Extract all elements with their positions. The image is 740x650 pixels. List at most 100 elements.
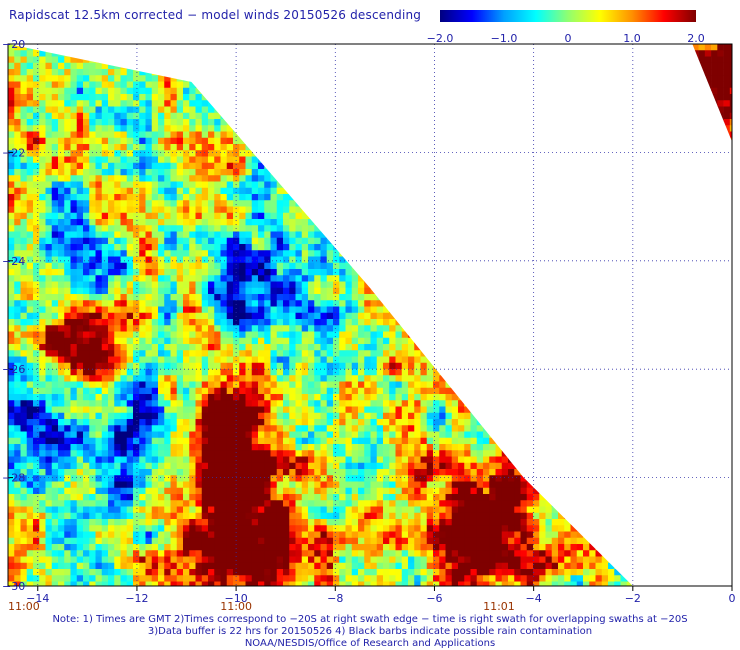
wind-diff-cell (139, 381, 146, 389)
wind-diff-cell (139, 362, 146, 370)
wind-diff-cell (58, 319, 65, 326)
wind-diff-cell (358, 581, 365, 586)
wind-diff-cell (251, 294, 259, 301)
wind-diff-cell (20, 375, 28, 382)
wind-diff-cell (126, 225, 134, 232)
wind-diff-cell (145, 462, 153, 470)
wind-diff-cell (289, 56, 296, 64)
wind-diff-cell (364, 119, 371, 126)
wind-diff-cell (326, 431, 334, 439)
wind-diff-cell (145, 250, 153, 257)
wind-diff-cell (283, 231, 290, 239)
wind-diff-cell (220, 262, 228, 270)
wind-diff-cell (158, 450, 165, 457)
wind-diff-cell (320, 262, 328, 270)
wind-diff-cell (151, 419, 159, 426)
wind-diff-cell (151, 100, 159, 107)
wind-diff-cell (301, 187, 309, 195)
wind-diff-cell (101, 519, 109, 526)
wind-diff-cell (101, 375, 109, 382)
wind-diff-cell (264, 125, 271, 132)
wind-diff-cell (120, 250, 128, 257)
wind-diff-cell (208, 344, 215, 351)
wind-diff-cell (64, 75, 71, 82)
wind-diff-cell (276, 131, 284, 139)
wind-diff-cell (151, 281, 159, 289)
wind-diff-cell (320, 356, 328, 364)
wind-diff-cell (126, 262, 134, 270)
wind-diff-cell (58, 87, 65, 95)
wind-diff-cell (58, 581, 65, 586)
wind-diff-cell (289, 375, 296, 382)
wind-diff-cell (276, 56, 284, 64)
wind-diff-cell (164, 331, 171, 339)
wind-diff-cell (95, 244, 103, 251)
wind-diff-cell (108, 381, 115, 389)
wind-diff-cell (208, 350, 215, 357)
wind-diff-cell (101, 437, 109, 445)
wind-diff-cell (351, 312, 359, 320)
wind-diff-cell (314, 437, 321, 445)
wind-diff-cell (158, 150, 165, 157)
wind-diff-cell (120, 44, 128, 51)
wind-diff-cell (245, 262, 253, 270)
wind-diff-cell (276, 362, 284, 370)
wind-diff-cell (83, 100, 90, 107)
wind-diff-cell (201, 425, 209, 432)
wind-diff-cell (226, 300, 234, 307)
wind-diff-cell (126, 62, 134, 70)
wind-diff-cell (145, 450, 153, 457)
wind-diff-cell (170, 94, 178, 101)
wind-diff-cell (158, 294, 165, 301)
wind-diff-cell (70, 444, 78, 451)
wind-diff-cell (176, 494, 184, 501)
wind-diff-cell (164, 225, 171, 232)
wind-diff-cell (39, 575, 46, 582)
wind-diff-cell (201, 156, 209, 164)
wind-diff-cell (51, 137, 59, 145)
wind-diff-cell (151, 506, 159, 514)
wind-diff-cell (320, 325, 328, 332)
wind-diff-cell (45, 525, 53, 532)
wind-diff-cell (101, 50, 109, 57)
wind-diff-cell (145, 531, 153, 539)
wind-diff-cell (176, 506, 184, 514)
wind-diff-cell (245, 375, 253, 382)
wind-diff-cell (233, 256, 240, 264)
wind-diff-cell (233, 156, 240, 164)
wind-diff-cell (239, 550, 246, 557)
wind-diff-cell (301, 375, 309, 382)
wind-diff-cell (164, 319, 171, 326)
wind-diff-cell (158, 275, 165, 282)
wind-diff-cell (120, 237, 128, 245)
wind-diff-cell (33, 519, 40, 526)
wind-diff-cell (89, 331, 96, 339)
wind-diff-cell (333, 462, 340, 470)
wind-diff-cell (308, 287, 315, 295)
wind-diff-cell (114, 494, 121, 501)
wind-diff-cell (70, 119, 78, 126)
wind-diff-cell (276, 119, 284, 126)
wind-diff-cell (226, 56, 234, 64)
wind-diff-cell (339, 225, 346, 232)
wind-diff-cell (164, 519, 171, 526)
wind-diff-cell (164, 287, 171, 295)
wind-diff-cell (289, 169, 296, 176)
wind-diff-cell (126, 256, 134, 264)
wind-diff-cell (226, 437, 234, 445)
wind-diff-cell (101, 394, 109, 401)
wind-diff-cell (101, 531, 109, 539)
wind-diff-cell (8, 237, 15, 245)
wind-diff-cell (114, 294, 121, 301)
wind-diff-cell (301, 56, 309, 64)
wind-diff-cell (339, 325, 346, 332)
wind-diff-cell (195, 119, 203, 126)
wind-diff-cell (183, 562, 190, 570)
wind-diff-cell (245, 231, 253, 239)
wind-diff-cell (83, 500, 90, 507)
wind-diff-cell (301, 256, 309, 264)
wind-diff-cell (289, 337, 296, 345)
wind-diff-cell (164, 412, 171, 420)
wind-diff-cell (333, 50, 340, 57)
wind-diff-cell (220, 81, 228, 89)
